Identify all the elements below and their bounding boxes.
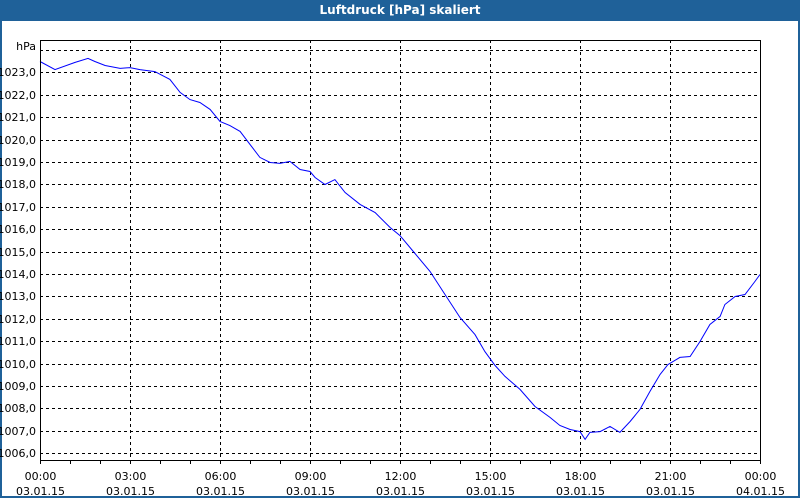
y-tick-label: 1019,0 xyxy=(0,156,36,169)
series-line-luftdruck xyxy=(39,57,761,441)
x-tick-date-label: 03.01.15 xyxy=(376,485,425,498)
x-tick-date-label: 04.01.15 xyxy=(736,485,785,498)
x-tick-time-label: 18:00 xyxy=(565,470,597,483)
y-tick-label: 1013,0 xyxy=(0,290,36,303)
y-tick-label: 1016,0 xyxy=(0,223,36,236)
y-tick-label: 1021,0 xyxy=(0,111,36,124)
y-tick-label: 1011,0 xyxy=(0,335,36,348)
y-tick-label: 1022,0 xyxy=(0,89,36,102)
x-tick-date-label: 03.01.15 xyxy=(196,485,245,498)
y-tick-label: 1009,0 xyxy=(0,380,36,393)
y-tick-label: 1020,0 xyxy=(0,134,36,147)
x-tick-time-label: 00:00 xyxy=(25,470,57,483)
y-tick-label: 1017,0 xyxy=(0,201,36,214)
x-tick-date-label: 03.01.15 xyxy=(286,485,335,498)
grid xyxy=(40,40,760,460)
x-tick-time-label: 06:00 xyxy=(205,470,237,483)
y-tick-label: 1010,0 xyxy=(0,358,36,371)
axes xyxy=(40,40,761,461)
x-tick-date-label: 03.01.15 xyxy=(646,485,695,498)
x-tick-time-label: 03:00 xyxy=(115,470,147,483)
x-tick-time-label: 09:00 xyxy=(295,470,327,483)
y-tick-label: 1012,0 xyxy=(0,313,36,326)
axis-ticks: 1006,0 1007,0 1008,0 1009,0 1010,0 1011,0 1012… xyxy=(0,66,785,498)
y-tick-label: 1007,0 xyxy=(0,425,36,438)
x-tick-date-label: 03.01.15 xyxy=(106,485,155,498)
y-tick-label: 1023,0 xyxy=(0,66,36,79)
x-tick-time-label: 00:00 xyxy=(745,470,777,483)
y-tick-label: 1015,0 xyxy=(0,246,36,259)
x-tick-time-label: 12:00 xyxy=(385,470,417,483)
y-axis-unit-label: hPa xyxy=(16,40,36,53)
x-tick-time-label: 15:00 xyxy=(475,470,507,483)
x-tick-date-label: 03.01.15 xyxy=(16,485,65,498)
x-tick-date-label: 03.01.15 xyxy=(556,485,605,498)
window-title: Luftdruck [hPa] skaliert xyxy=(0,0,800,21)
y-tick-label: 1008,0 xyxy=(0,402,36,415)
y-tick-label: 1018,0 xyxy=(0,178,36,191)
x-tick-time-label: 21:00 xyxy=(655,470,687,483)
y-tick-label: 1006,0 xyxy=(0,447,36,460)
y-tick-label: 1014,0 xyxy=(0,268,36,281)
x-tick-date-label: 03.01.15 xyxy=(466,485,515,498)
